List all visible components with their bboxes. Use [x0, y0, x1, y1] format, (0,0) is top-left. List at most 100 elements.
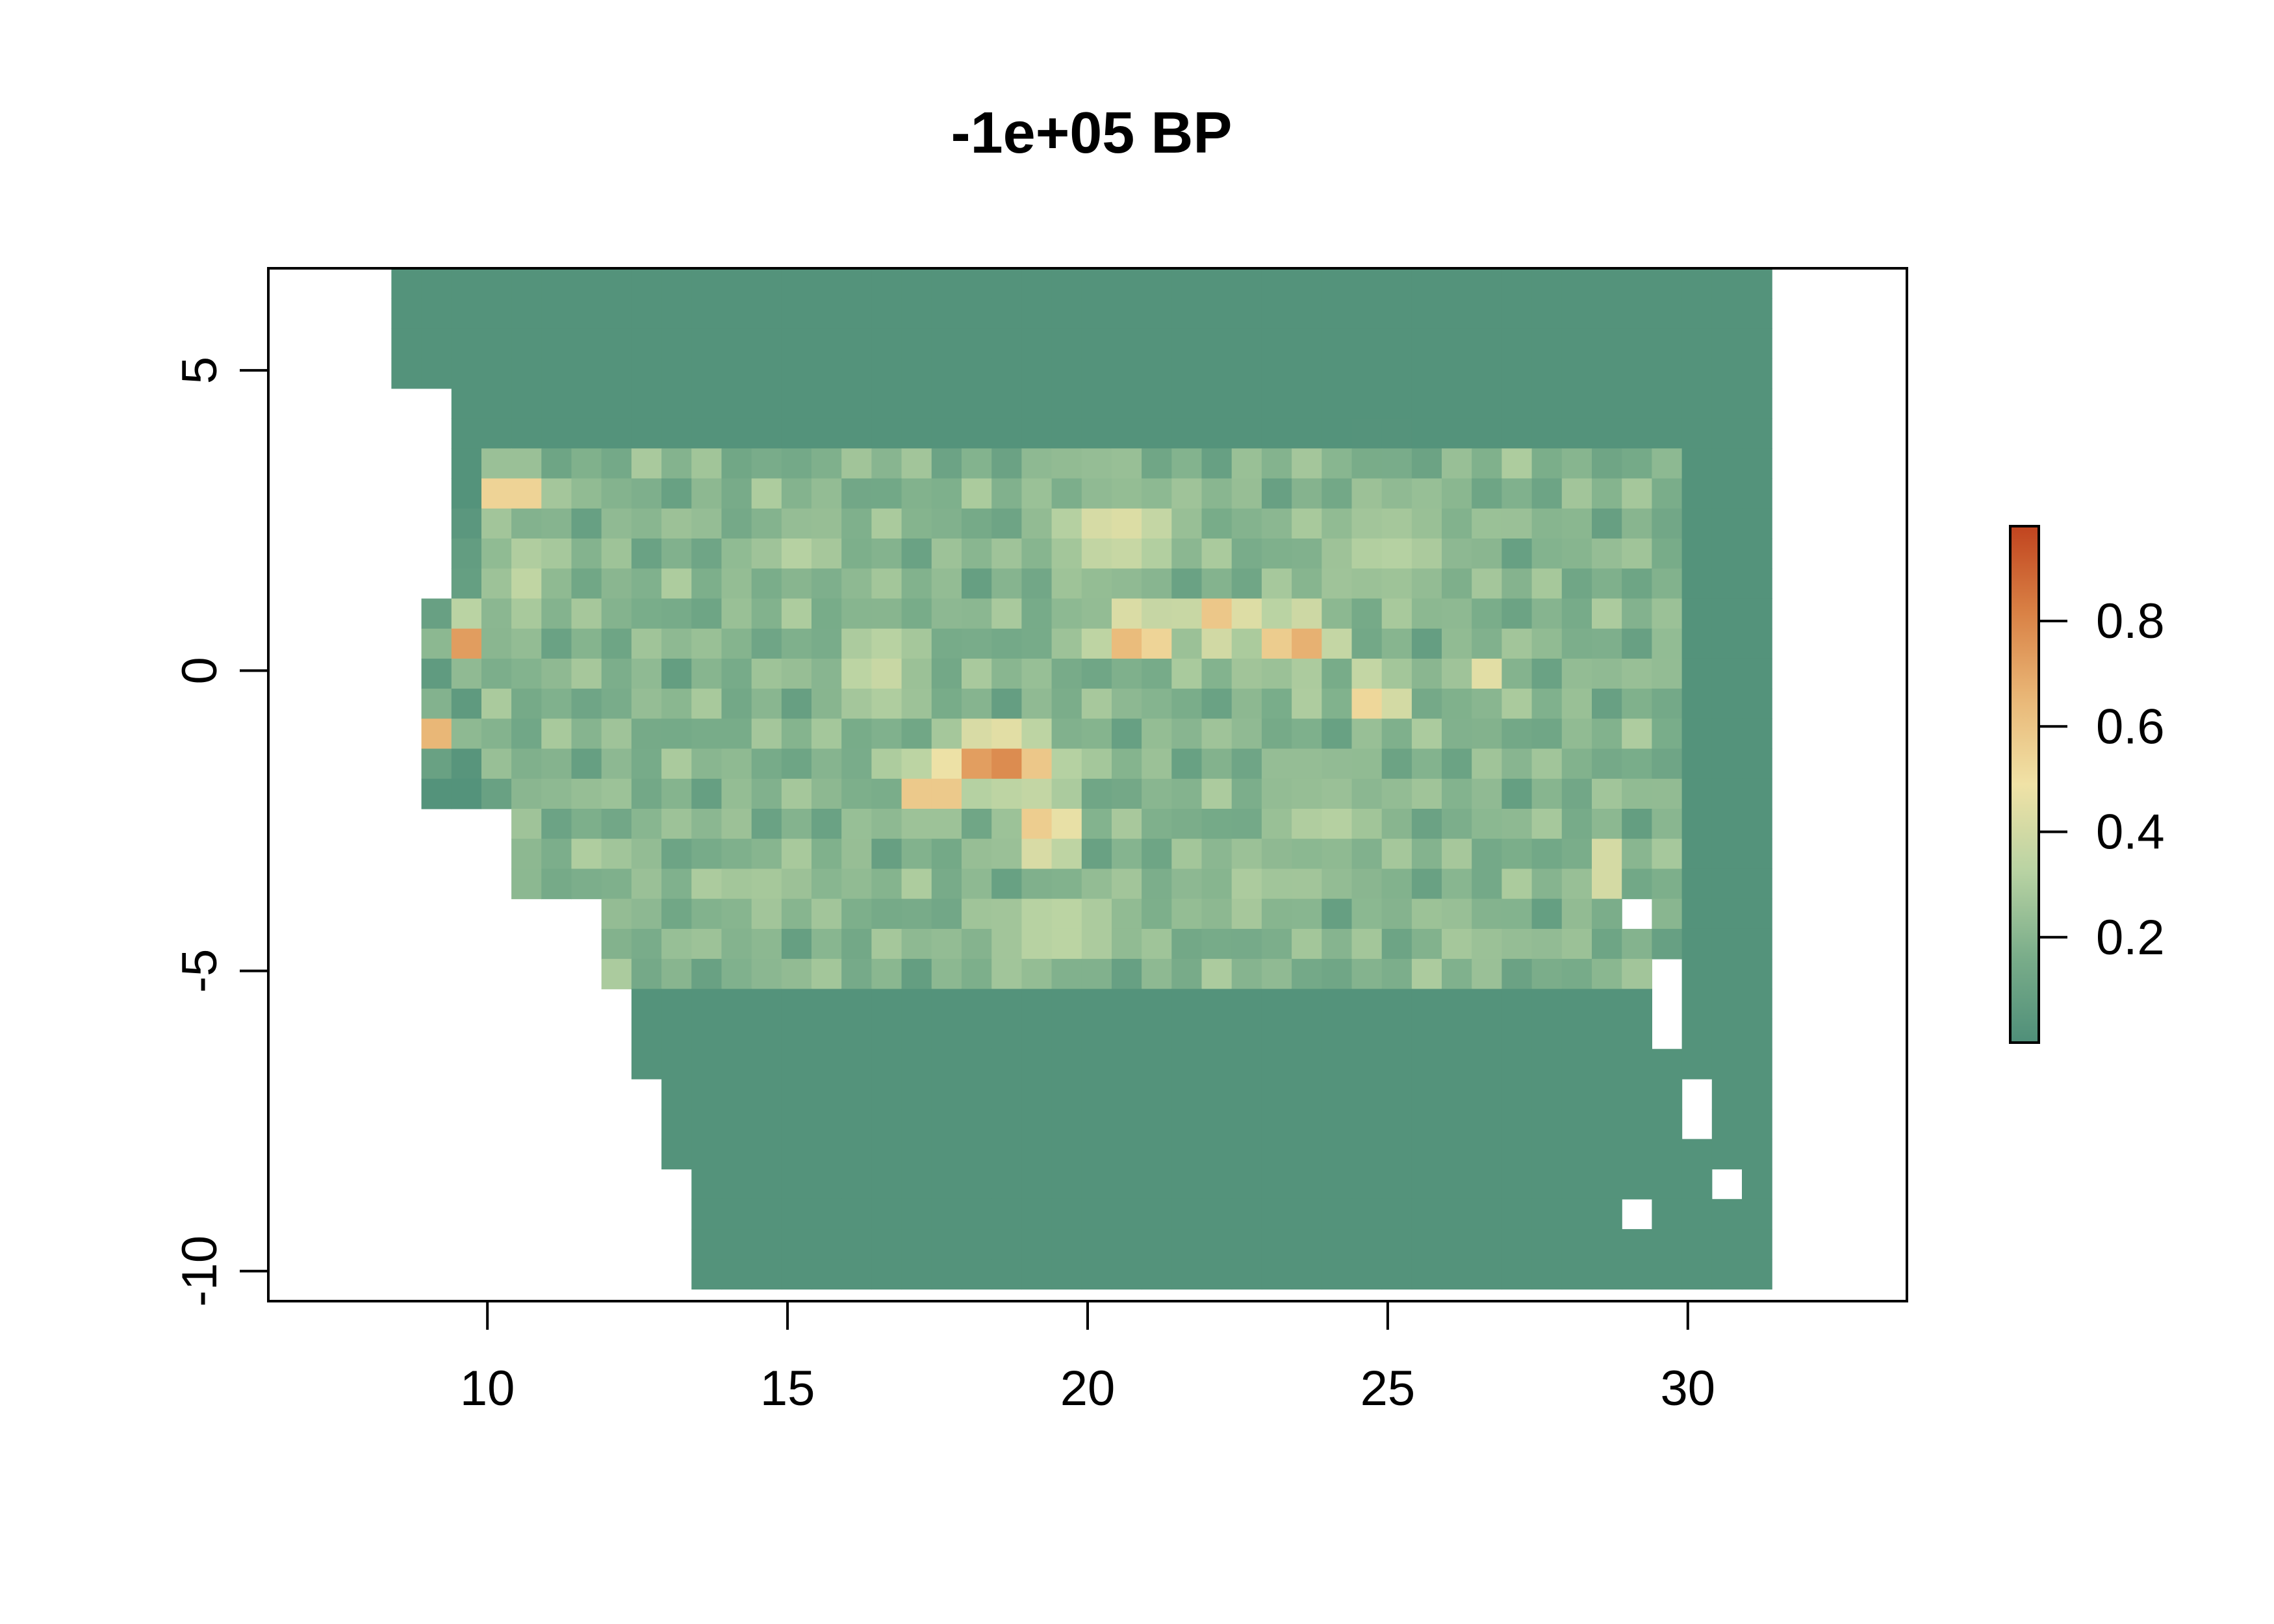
raster-cell — [1561, 1169, 1592, 1200]
raster-cell — [541, 689, 572, 719]
raster-cell — [1501, 1079, 1533, 1110]
raster-cell — [1142, 839, 1172, 869]
raster-cell — [901, 448, 932, 479]
raster-cell — [1021, 718, 1053, 750]
raster-cell — [1351, 1199, 1383, 1230]
raster-cell — [1622, 1169, 1652, 1200]
x-tick-label: 20 — [1060, 1361, 1116, 1416]
raster-cell — [1081, 358, 1112, 389]
raster-cell — [1501, 388, 1533, 419]
raster-cell — [481, 689, 512, 719]
raster-cell — [991, 1169, 1022, 1200]
raster-cell — [1292, 839, 1322, 869]
raster-cell — [1472, 1199, 1502, 1230]
raster-cell — [1171, 1079, 1203, 1110]
raster-cell — [1261, 328, 1292, 359]
raster-cell — [1292, 869, 1322, 900]
raster-cell — [1292, 628, 1322, 659]
raster-cell — [1021, 1229, 1053, 1260]
raster-cell — [721, 869, 752, 900]
raster-cell — [1652, 598, 1683, 629]
raster-cell — [1622, 268, 1652, 299]
raster-cell — [1322, 1048, 1353, 1080]
raster-cell — [1681, 748, 1713, 780]
raster-cell — [661, 418, 692, 449]
raster-cell — [901, 508, 932, 539]
raster-cell — [1231, 268, 1262, 299]
raster-cell — [1201, 478, 1233, 509]
raster-cell — [811, 689, 842, 719]
raster-cell — [1472, 448, 1502, 479]
raster-cell — [901, 1199, 932, 1230]
raster-cell — [841, 1139, 872, 1170]
raster-cell — [1351, 718, 1383, 750]
raster-cell — [871, 898, 902, 930]
x-tick-label: 15 — [760, 1361, 815, 1416]
raster-cell — [691, 839, 722, 869]
raster-cell — [1592, 959, 1622, 989]
raster-cell — [1411, 778, 1442, 809]
raster-cell — [691, 1139, 722, 1170]
raster-cell — [1531, 748, 1563, 780]
raster-cell — [841, 959, 872, 989]
raster-cell — [1742, 268, 1772, 299]
raster-cell — [841, 898, 872, 930]
raster-cell — [691, 989, 722, 1020]
raster-cell — [1201, 658, 1233, 689]
raster-cell — [1351, 598, 1383, 629]
raster-cell — [781, 1079, 812, 1110]
raster-cell — [1322, 1019, 1353, 1050]
raster-cell — [1021, 508, 1053, 539]
raster-cell — [871, 508, 902, 539]
raster-cell — [1051, 628, 1082, 659]
raster-cell — [1381, 268, 1412, 299]
raster-cell — [511, 448, 542, 479]
raster-cell — [661, 869, 692, 900]
raster-cell — [1322, 478, 1353, 509]
raster-cell — [1201, 418, 1233, 449]
raster-cell — [541, 869, 572, 900]
raster-cell — [1261, 268, 1292, 299]
raster-layer — [391, 268, 1772, 1290]
raster-cell — [751, 778, 782, 809]
raster-cell — [1622, 839, 1652, 869]
raster-cell — [1411, 928, 1442, 959]
raster-cell — [691, 1019, 722, 1050]
raster-cell — [1592, 718, 1622, 750]
raster-cell — [931, 388, 962, 419]
raster-cell — [661, 388, 692, 419]
raster-cell — [1711, 388, 1743, 419]
raster-cell — [901, 298, 932, 329]
raster-cell — [1501, 1229, 1533, 1260]
raster-cell — [511, 869, 542, 900]
raster-cell — [631, 748, 662, 780]
raster-cell — [571, 628, 602, 659]
raster-cell — [1201, 508, 1233, 539]
raster-cell — [1081, 1109, 1112, 1139]
raster-cell — [1652, 328, 1683, 359]
raster-cell — [691, 869, 722, 900]
raster-cell — [1442, 869, 1472, 900]
raster-cell — [1142, 508, 1172, 539]
raster-cell — [1292, 298, 1322, 329]
raster-cell — [421, 778, 452, 809]
raster-cell — [751, 748, 782, 780]
raster-cell — [1351, 268, 1383, 299]
raster-cell — [1051, 508, 1082, 539]
raster-cell — [1681, 388, 1713, 419]
raster-cell — [1561, 1259, 1592, 1290]
raster-cell — [1561, 658, 1592, 689]
x-tick-label: 10 — [460, 1361, 515, 1416]
raster-cell — [1531, 869, 1563, 900]
raster-cell — [1142, 718, 1172, 750]
raster-cell — [691, 1109, 722, 1139]
raster-cell — [931, 1229, 962, 1260]
raster-cell — [1442, 268, 1472, 299]
raster-cell — [1501, 628, 1533, 659]
raster-cell — [1622, 478, 1652, 509]
raster-cell — [1051, 448, 1082, 479]
raster-cell — [691, 478, 722, 509]
raster-cell — [1081, 388, 1112, 419]
raster-cell — [811, 418, 842, 449]
raster-cell — [1201, 1048, 1233, 1080]
